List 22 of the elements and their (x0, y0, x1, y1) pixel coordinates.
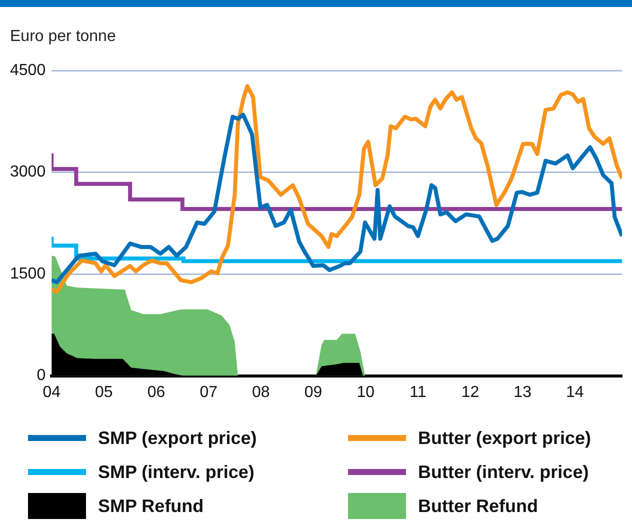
x-tick-label: 14 (566, 384, 584, 401)
y-axis-title: Euro per tonne (10, 28, 116, 46)
x-tick-label: 04 (42, 384, 61, 401)
y-tick-label: 4500 (10, 62, 46, 80)
x-tick-label: 05 (95, 384, 113, 401)
y-tick-label: 1500 (10, 265, 46, 282)
legend-label: Butter Refund (418, 496, 538, 516)
x-tick-label: 12 (461, 384, 480, 401)
y-tick-label: 3000 (10, 164, 46, 181)
legend-label: Butter (interv. price) (418, 462, 589, 482)
x-tick-label: 06 (147, 384, 166, 401)
x-tick-label: 07 (200, 384, 218, 401)
y-tick-label: 0 (36, 367, 46, 384)
x-tick-label: 09 (304, 384, 322, 401)
legend-label: SMP (export price) (98, 428, 257, 448)
legend-label: Butter (export price) (418, 428, 592, 448)
legend-label: SMP Refund (98, 496, 204, 516)
legend-label: SMP (interv. price) (98, 462, 254, 482)
x-tick-label: 10 (356, 384, 375, 401)
x-tick-label: 08 (252, 384, 270, 401)
x-tick-label: 11 (410, 384, 426, 401)
x-tick-label: 13 (514, 384, 532, 401)
